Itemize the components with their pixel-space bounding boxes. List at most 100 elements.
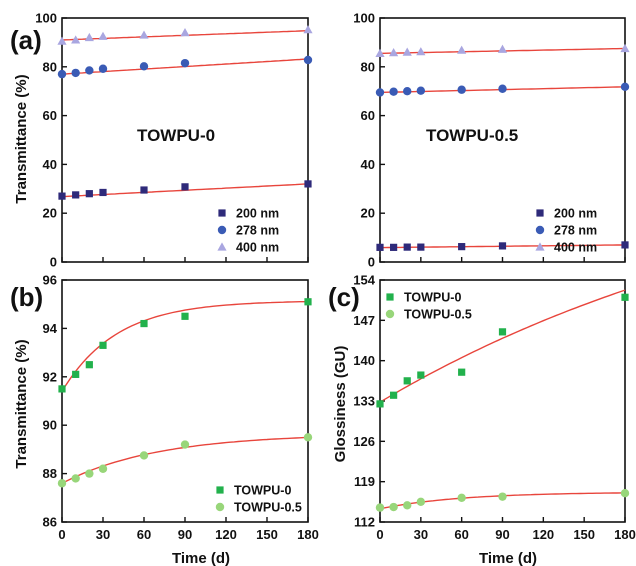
legend-label-0: 200 nm	[554, 207, 597, 221]
data-point-1-0	[375, 88, 385, 97]
y-tick-label: 133	[353, 394, 375, 409]
data-point-0-3	[99, 188, 107, 197]
data-point-2-3	[416, 47, 426, 56]
panel-label-a: (a)	[10, 25, 42, 55]
data-point-0-1	[390, 391, 398, 399]
data-point-1-4	[139, 451, 149, 460]
data-point-2-4	[139, 30, 149, 39]
data-point-1-3	[416, 497, 426, 507]
y-tick-label: 0	[50, 255, 57, 270]
x-tick-label: 60	[137, 527, 151, 542]
data-point-0-5	[498, 242, 507, 250]
y-tick-label: 100	[35, 11, 57, 26]
data-point-1-3	[98, 464, 108, 473]
y-tick-label: 126	[353, 434, 375, 449]
data-point-1-0	[57, 69, 67, 79]
data-point-0-4	[458, 243, 466, 251]
y-tick-label: 60	[43, 108, 57, 123]
data-point-1-1	[71, 474, 80, 483]
data-point-1-4	[139, 62, 149, 71]
y-tick-label: 100	[353, 11, 375, 26]
x-tick-label: 90	[495, 527, 509, 542]
y-tick-label: 112	[354, 515, 375, 530]
data-point-0-2	[85, 361, 93, 369]
chart-title-towpu-0-5: TOWPU-0.5	[426, 126, 518, 145]
data-point-2-0	[57, 36, 67, 45]
y-tick-label: 80	[361, 59, 375, 74]
x-tick-label: 0	[376, 527, 383, 542]
legend-marker-0	[536, 209, 544, 217]
data-point-1-0	[375, 503, 385, 512]
panel-label-c: (c)	[328, 282, 360, 312]
data-point-2-0	[375, 48, 385, 57]
y-tick-label: 92	[43, 369, 57, 384]
data-point-0-6	[304, 298, 312, 306]
data-point-1-3	[416, 86, 426, 95]
y-tick-label: 40	[43, 157, 57, 172]
data-point-0-5	[181, 183, 189, 191]
data-point-0-0	[58, 192, 66, 200]
data-point-0-2	[403, 243, 411, 251]
data-point-0-0	[376, 400, 384, 408]
data-point-1-6	[303, 55, 313, 65]
data-point-1-2	[403, 501, 412, 510]
legend-marker-2	[535, 242, 545, 251]
legend-marker-1	[385, 309, 395, 319]
data-point-2-5	[497, 44, 508, 53]
legend-label-0: TOWPU-0	[404, 291, 461, 305]
y-tick-label: 96	[43, 273, 57, 288]
y-tick-label: 60	[361, 108, 375, 123]
x-tick-label: 180	[297, 527, 319, 542]
data-point-0-3	[417, 371, 425, 379]
data-point-0-6	[621, 293, 629, 301]
data-point-0-1	[72, 191, 80, 199]
chart-panel-a: (a) TOWPU-0 Transmittance (%) 0 20 40 60 80 1…	[10, 11, 313, 270]
data-point-0-4	[458, 368, 466, 376]
data-point-1-1	[389, 502, 398, 512]
legend-label-0: TOWPU-0	[234, 484, 291, 498]
legend-marker-2	[217, 242, 227, 251]
x-tick-label: 150	[573, 527, 595, 542]
x-tick-label: 150	[256, 527, 278, 542]
legend-marker-0	[218, 209, 226, 217]
data-point-0-5	[498, 328, 507, 336]
legend-label-2: 400 nm	[554, 241, 597, 255]
legend-label-2: 400 nm	[236, 241, 279, 255]
data-point-1-2	[85, 66, 94, 75]
y-tick-label: 20	[361, 206, 375, 221]
data-point-1-5	[498, 84, 507, 93]
data-point-0-0	[58, 385, 66, 393]
data-point-0-2	[85, 190, 93, 198]
data-point-1-4	[457, 85, 466, 94]
y-tick-label: 140	[353, 353, 375, 368]
data-point-1-2	[85, 469, 94, 478]
legend-marker-1	[535, 225, 545, 235]
data-point-2-4	[457, 45, 467, 54]
data-point-0-6	[621, 241, 629, 249]
y-tick-label: 80	[43, 59, 57, 74]
data-point-0-2	[403, 377, 411, 385]
y-axis-label-c: Glossiness (GU)	[332, 346, 349, 463]
data-point-0-1	[390, 243, 398, 251]
data-point-2-5	[180, 28, 190, 37]
y-axis-label-b: Transmittance (%)	[13, 339, 30, 468]
data-point-1-5	[180, 440, 190, 449]
x-axis-label-b: Time (d)	[172, 550, 230, 566]
data-point-1-2	[403, 87, 412, 96]
data-point-0-6	[304, 180, 312, 188]
y-tick-label: 147	[353, 313, 375, 328]
y-tick-label: 20	[43, 206, 57, 221]
data-point-2-6	[303, 25, 313, 34]
data-point-1-0	[57, 479, 67, 488]
legend-label-0: 200 nm	[236, 207, 279, 221]
y-tick-label: 119	[354, 474, 375, 489]
fit-line-0	[379, 289, 626, 403]
y-tick-label: 90	[43, 418, 57, 433]
data-point-2-1	[71, 35, 81, 44]
legend-marker-0	[216, 486, 224, 494]
legend-marker-1	[217, 225, 227, 235]
data-point-1-6	[303, 433, 313, 442]
y-tick-label: 0	[368, 255, 375, 270]
data-point-2-2	[402, 47, 412, 56]
